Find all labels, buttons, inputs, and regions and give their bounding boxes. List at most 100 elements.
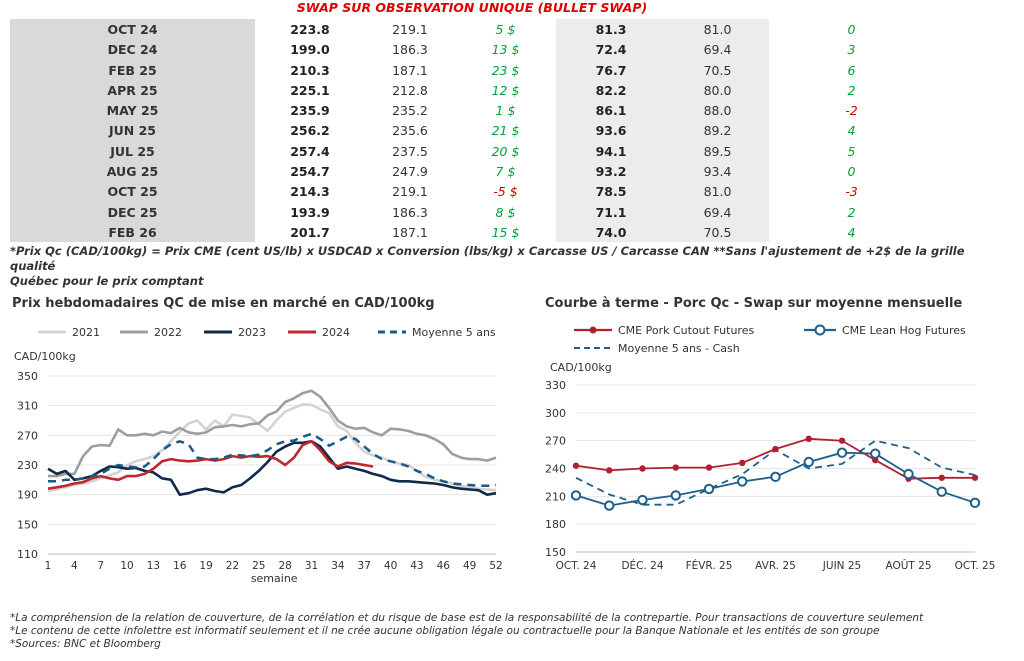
cell-e: 93.4 xyxy=(703,164,732,180)
cell-month: APR 25 xyxy=(107,82,158,98)
footer-line-1: *La compréhension de la relation de couv… xyxy=(10,612,924,624)
x-tick-label: OCT. 24 xyxy=(556,560,597,572)
data-point xyxy=(604,500,615,511)
cell-e: 70.5 xyxy=(703,224,732,240)
table-row: JUN 25 256.2 235.6 21 $ 93.6 89.2 4 xyxy=(10,120,934,141)
cell-month: DEC 24 xyxy=(107,42,158,58)
cell-a: 201.7 xyxy=(290,224,330,240)
data-point xyxy=(903,468,914,480)
x-tick-label: 10 xyxy=(120,560,133,572)
data-point xyxy=(606,467,613,474)
cell-month: DEC 25 xyxy=(107,204,158,220)
data-point xyxy=(570,490,582,501)
y-tick-label: 180 xyxy=(545,518,566,531)
cell-d: 81.3 xyxy=(595,22,627,37)
cell-d: 82.2 xyxy=(595,82,627,98)
cell-b: 247.9 xyxy=(392,164,428,180)
x-tick-label: DÉC. 24 xyxy=(621,559,663,572)
cell-d: 93.6 xyxy=(595,123,627,139)
x-tick-label: 7 xyxy=(97,560,104,572)
cell-a: 210.3 xyxy=(290,62,330,78)
data-point xyxy=(637,494,648,506)
y-axis-label: CAD/100kg xyxy=(550,361,612,374)
data-point xyxy=(969,497,981,509)
cell-c: 8 $ xyxy=(495,204,516,220)
series-line xyxy=(48,432,497,488)
cell-f: -2 xyxy=(845,103,858,119)
data-point xyxy=(938,474,945,481)
cell-d: 93.2 xyxy=(595,164,627,180)
y-tick-label: 300 xyxy=(545,407,566,420)
table-row: FEB 26 201.7 187.1 15 $ 74.0 70.5 4 xyxy=(10,221,934,243)
cell-b: 237.5 xyxy=(392,143,428,159)
x-tick-label: 49 xyxy=(463,560,476,572)
cell-a: 199.0 xyxy=(290,42,330,58)
legend-label: 2021 xyxy=(72,326,100,339)
cell-e: 69.4 xyxy=(703,42,732,58)
data-point xyxy=(672,464,679,471)
cell-e: 69.4 xyxy=(703,204,732,220)
cell-f: 4 xyxy=(847,224,856,240)
weekly-price-chart: 2021 2022 2023 2024 Moyenne 5 ansCAD/100kg11… xyxy=(14,326,503,585)
legend-label: 2024 xyxy=(322,326,350,339)
table-row: AUG 25 254.7 247.9 7 $ 93.2 93.4 0 xyxy=(10,161,934,182)
x-tick-label: 43 xyxy=(410,560,423,572)
cell-c: 23 $ xyxy=(491,62,520,78)
x-tick-label: 13 xyxy=(147,560,160,572)
footer-line-3: *Sources: BNC et Bloomberg xyxy=(10,638,161,650)
data-point xyxy=(772,445,779,453)
x-tick-label: 34 xyxy=(331,560,345,572)
cell-month: JUN 25 xyxy=(108,123,156,139)
cell-c: 1 $ xyxy=(495,103,516,119)
x-tick-label: 37 xyxy=(358,560,371,572)
x-tick-label: 1 xyxy=(45,560,52,572)
cell-month: OCT 25 xyxy=(107,184,158,200)
note-line-1: *Prix Qc (CAD/100kg) = Prix CME (cent US… xyxy=(10,244,965,273)
data-point xyxy=(670,490,681,501)
y-tick-label: 330 xyxy=(545,379,566,392)
cell-f: 2 xyxy=(847,204,856,220)
note-line-2: Québec pour le prix comptant xyxy=(10,274,204,288)
table-row: FEB 25 210.3 187.1 23 $ 76.7 70.5 6 xyxy=(10,59,934,80)
cell-b: 235.6 xyxy=(392,123,428,139)
data-point xyxy=(836,447,848,458)
table-title: SWAP SUR OBSERVATION UNIQUE (BULLET SWAP… xyxy=(296,0,648,15)
cell-f: 4 xyxy=(847,123,856,139)
data-point xyxy=(803,456,814,468)
cell-b: 219.1 xyxy=(392,184,428,200)
table-row: DEC 25 193.9 186.3 8 $ 71.1 69.4 2 xyxy=(10,201,934,222)
cell-b: 187.1 xyxy=(392,224,428,240)
cell-c: -5 $ xyxy=(493,184,518,200)
cell-f: 6 xyxy=(847,62,856,78)
y-tick-label: 150 xyxy=(17,518,38,531)
cell-f: -3 xyxy=(845,184,858,200)
x-tick-label: 4 xyxy=(71,560,78,572)
data-point xyxy=(936,486,947,497)
legend-label: 2022 xyxy=(154,326,182,339)
cell-month: FEB 25 xyxy=(108,62,157,78)
chart2-title: Courbe à terme - Porc Qc - Swap sur moye… xyxy=(545,296,963,311)
x-tick-label: 52 xyxy=(489,560,502,572)
cell-month: JUL 25 xyxy=(110,143,155,159)
series-line xyxy=(47,440,497,496)
y-tick-label: 350 xyxy=(17,370,38,383)
y-axis-label: CAD/100kg xyxy=(14,350,76,363)
x-tick-label: OCT. 25 xyxy=(955,560,996,572)
cell-month: FEB 26 xyxy=(108,224,157,240)
cell-e: 81.0 xyxy=(703,184,732,200)
cell-d: 76.7 xyxy=(595,62,627,78)
cell-a: 235.9 xyxy=(290,103,330,119)
footer: *La compréhension de la relation de couv… xyxy=(10,612,923,651)
table-row: APR 25 225.1 212.8 12 $ 82.2 80.0 2 xyxy=(10,79,934,101)
cell-month: AUG 25 xyxy=(106,164,159,180)
data-point xyxy=(971,474,979,481)
cell-b: 219.1 xyxy=(392,22,428,37)
cell-e: 81.0 xyxy=(703,22,732,37)
forward-curve-chart: CME Pork Cutout Futures CME Lean Hog Futu… xyxy=(545,324,996,572)
cell-d: 78.5 xyxy=(595,184,627,200)
cell-b: 186.3 xyxy=(392,42,428,58)
x-tick-label: 46 xyxy=(437,560,451,572)
cell-month: OCT 24 xyxy=(107,22,158,37)
cell-d: 94.1 xyxy=(595,143,627,159)
x-tick-label: 19 xyxy=(199,560,212,572)
